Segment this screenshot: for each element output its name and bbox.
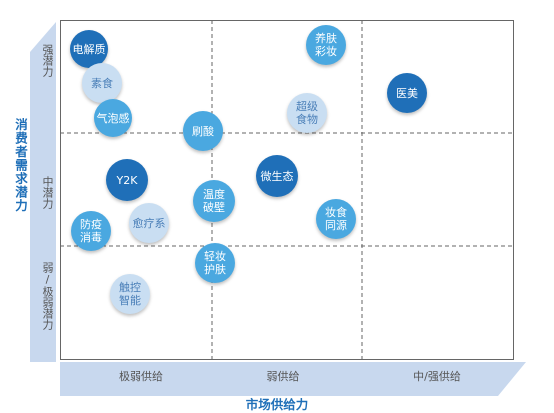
y-axis-title: 消费者需求潜力 <box>13 118 28 213</box>
bubble-7: Y2K <box>106 159 148 201</box>
bubble-5: 超级 食物 <box>287 93 327 133</box>
x-level-very-weak: 极弱供给 <box>119 370 163 383</box>
bubble-10: 防疫 消毒 <box>71 211 111 251</box>
bubble-11: 愈疗系 <box>129 203 169 243</box>
bubble-3: 刷酸 <box>183 111 223 151</box>
x-level-strong: 中/强供给 <box>413 370 461 383</box>
x-axis-arrow <box>60 362 526 396</box>
bubble-1: 素食 <box>82 63 122 103</box>
bubble-12: 妆食 同源 <box>316 199 356 239</box>
bubble-9: 温度 破壁 <box>193 180 235 222</box>
bubble-0: 电解质 <box>70 30 108 68</box>
bubble-6: 医美 <box>387 73 427 113</box>
y-level-weak: 弱/极弱潜力 <box>41 262 54 330</box>
quadrant-plot: 电解质 素食 气泡感 刷酸 养肤 彩妆超级 食物 医美 Y2K 微生态 温度 破壁防疫 消毒 愈疗… <box>60 20 514 360</box>
bubble-2: 气泡感 <box>94 99 132 137</box>
y-level-medium: 中潜力 <box>41 176 54 209</box>
bubble-14: 触控 智能 <box>110 274 150 314</box>
y-axis-arrow <box>30 22 56 362</box>
bubble-8: 微生态 <box>256 155 298 197</box>
y-level-strong: 强潜力 <box>41 44 54 77</box>
x-axis-title: 市场供给力 <box>245 397 309 412</box>
x-level-weak: 弱供给 <box>266 370 300 383</box>
bubble-4: 养肤 彩妆 <box>306 25 346 65</box>
bubble-13: 轻妆 护肤 <box>195 243 235 283</box>
